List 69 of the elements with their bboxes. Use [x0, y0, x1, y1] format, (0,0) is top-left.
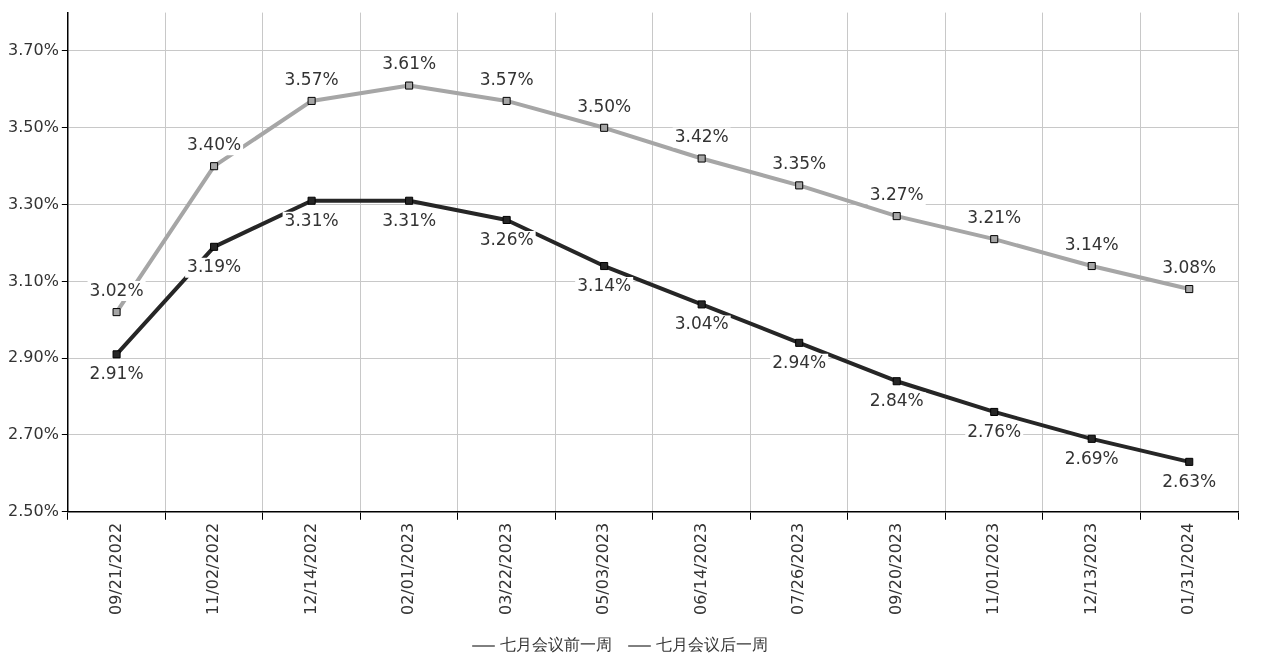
point	[405, 196, 414, 205]
data-label: 3.08%	[1162, 256, 1217, 277]
point	[112, 350, 121, 359]
legend-label: 七月会议后一周	[655, 635, 768, 655]
point	[600, 123, 609, 132]
data-label: 3.31%	[382, 209, 437, 230]
point	[697, 300, 706, 309]
x-tick-label: 12/13/2023	[1080, 522, 1100, 615]
x-tick-label: 02/01/2023	[398, 522, 418, 615]
point	[1185, 285, 1194, 294]
y-tick-label: 3.70%	[8, 40, 59, 60]
data-label: 2.69%	[1064, 447, 1119, 468]
point	[210, 242, 219, 251]
data-label: 2.63%	[1162, 470, 1217, 491]
data-label: 2.94%	[772, 351, 827, 372]
data-label: 3.42%	[674, 126, 729, 147]
data-label: 3.35%	[772, 153, 827, 174]
data-label: 3.50%	[577, 95, 632, 116]
x-tick-label: 09/20/2023	[885, 522, 905, 615]
y-tick-label: 2.70%	[8, 424, 59, 444]
y-tick-label: 3.10%	[8, 270, 59, 290]
x-tick-label: 03/22/2023	[495, 522, 515, 615]
y-tick-label: 3.50%	[8, 116, 59, 136]
legend-label: 七月会议前一周	[499, 635, 612, 655]
point	[307, 196, 316, 205]
point	[1087, 434, 1096, 443]
y-tick-label: 3.30%	[8, 193, 59, 213]
data-label: 2.84%	[869, 390, 924, 411]
point	[1087, 262, 1096, 271]
data-label: 3.14%	[1064, 233, 1119, 254]
point	[990, 235, 999, 244]
point	[210, 162, 219, 171]
point	[405, 81, 414, 90]
point	[307, 96, 316, 105]
point	[697, 154, 706, 163]
data-label: 3.02%	[89, 280, 144, 301]
data-label: 3.14%	[577, 274, 632, 295]
data-label: 3.19%	[187, 255, 242, 276]
data-label: 3.40%	[187, 134, 242, 155]
data-label: 3.61%	[382, 53, 437, 74]
x-tick-label: 07/26/2023	[788, 522, 808, 615]
point	[795, 181, 804, 190]
point	[795, 338, 804, 347]
y-tick-label: 2.90%	[8, 347, 59, 367]
x-tick-label: 12/14/2022	[300, 522, 320, 615]
point	[892, 212, 901, 221]
point	[1185, 457, 1194, 466]
point	[990, 407, 999, 416]
point	[600, 262, 609, 271]
data-label: 3.26%	[479, 228, 534, 249]
x-tick-label: 11/01/2023	[983, 522, 1003, 615]
x-tick-label: 11/02/2022	[203, 522, 223, 615]
data-label: 2.76%	[967, 420, 1022, 441]
data-label: 3.04%	[674, 313, 729, 334]
y-tick-label: 2.50%	[8, 500, 59, 520]
x-tick-label: 05/03/2023	[593, 522, 613, 615]
point	[112, 308, 121, 317]
x-tick-label: 01/31/2024	[1178, 522, 1198, 615]
data-label: 3.21%	[967, 207, 1022, 228]
point	[502, 96, 511, 105]
x-tick-label: 06/14/2023	[690, 522, 710, 615]
data-label: 3.57%	[479, 68, 534, 89]
x-tick-label: 09/21/2022	[105, 522, 125, 615]
data-label: 3.57%	[284, 68, 339, 89]
point	[892, 377, 901, 386]
point	[502, 215, 511, 224]
data-label: 3.31%	[284, 209, 339, 230]
data-label: 2.91%	[89, 363, 144, 384]
data-label: 3.27%	[869, 184, 924, 205]
